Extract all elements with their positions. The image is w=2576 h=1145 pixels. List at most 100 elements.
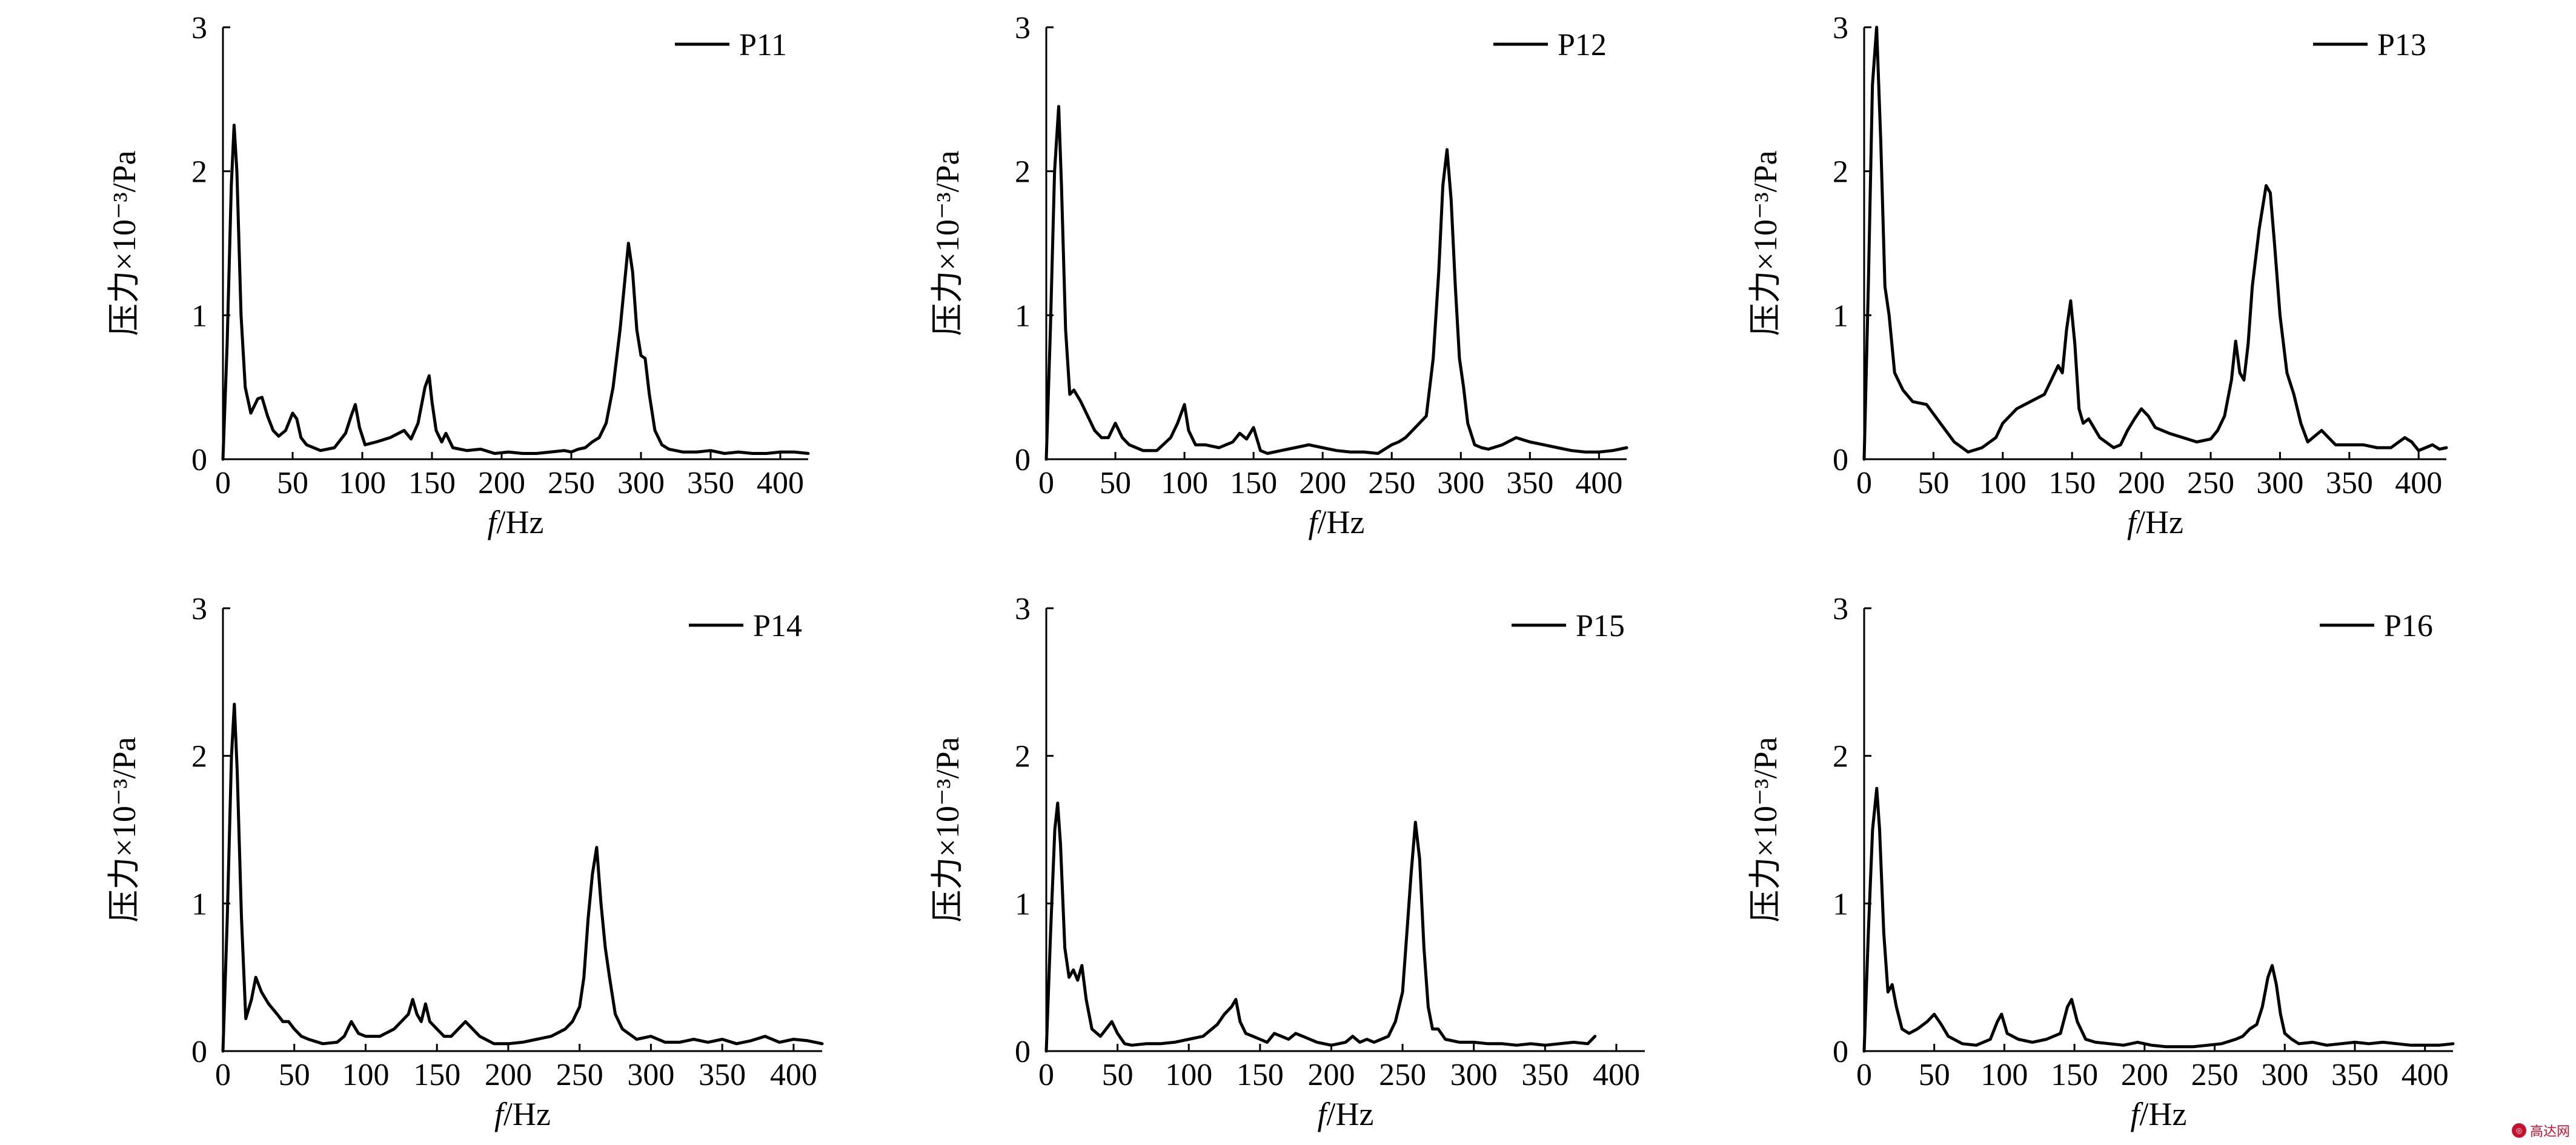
x-tick-label: 50 [279,1058,310,1092]
chart-panel-p15: 0 1 2 3 0 50 100 150 200 250 300 350 400 f/Hz 压力×10⁻³/… [929,592,1645,1132]
y-tick-label: 0 [1833,1035,1848,1069]
x-tick-label: 250 [2187,466,2234,500]
chart-panel-p16: 0 1 2 3 0 50 100 150 200 250 300 350 400 f/Hz 压力×10⁻³/… [1747,592,2455,1132]
x-tick-label: 50 [1100,466,1131,500]
y-tick-label: 0 [1015,443,1031,477]
x-tick-label: 250 [556,1058,603,1092]
x-tick-label: 300 [1437,466,1484,500]
x-tick-label: 400 [770,1058,817,1092]
x-tick-label: 300 [2256,466,2303,500]
x-tick-label: 400 [1593,1058,1640,1092]
watermark: ◎ 高达网 [2511,1121,2570,1140]
x-tick-label: 350 [687,466,734,500]
x-tick-label: 0 [1038,466,1054,500]
y-tick-label: 3 [191,11,207,45]
x-tick-label: 400 [1575,466,1622,500]
x-tick-label: 100 [339,466,386,500]
x-tick-label: 0 [215,466,231,500]
y-tick-label: 0 [1833,443,1848,477]
x-tick-label: 350 [1521,1058,1569,1092]
chart-panel-p13: 0 1 2 3 0 50 100 150 200 250 300 350 400 f/Hz 压力×10⁻³/… [1747,11,2448,540]
y-tick-label: 0 [191,443,207,477]
x-tick-label: 400 [2402,1058,2449,1092]
y-tick-label: 0 [1015,1035,1031,1069]
x-tick-label: 350 [2326,466,2373,500]
y-axis-title: 压力×10⁻³/Pa [106,150,142,336]
y-tick-label: 3 [1015,592,1031,626]
y-axis-title: 压力×10⁻³/Pa [1747,737,1784,922]
x-tick-label: 200 [1299,466,1346,500]
x-tick-label: 300 [1450,1058,1498,1092]
legend-label: P11 [739,28,787,62]
x-tick-label: 50 [1917,466,1949,500]
legend-label: P14 [753,609,802,643]
x-tick-label: 250 [1379,1058,1426,1092]
x-tick-label: 100 [1979,466,2027,500]
x-axis-title: f/Hz [2131,1096,2187,1132]
y-tick-label: 2 [1015,740,1031,774]
x-tick-label: 150 [1230,466,1277,500]
x-axis-title: f/Hz [494,1096,551,1132]
x-tick-label: 100 [1980,1058,2028,1092]
x-tick-label: 150 [408,466,456,500]
legend-label: P12 [1558,28,1607,62]
x-tick-label: 150 [413,1058,460,1092]
x-axis-title: f/Hz [488,504,544,540]
x-tick-label: 100 [1165,1058,1212,1092]
watermark-text: 高达网 [2529,1124,2570,1140]
y-tick-label: 2 [1833,740,1848,774]
y-tick-label: 1 [191,299,207,333]
x-tick-label: 100 [342,1058,389,1092]
x-tick-label: 350 [1506,466,1553,500]
x-tick-label: 200 [478,466,525,500]
x-tick-label: 300 [2261,1058,2308,1092]
y-tick-label: 2 [1833,155,1848,190]
y-tick-label: 1 [191,887,207,921]
x-tick-label: 400 [2395,466,2442,500]
y-tick-label: 1 [1015,299,1031,333]
x-tick-label: 150 [1237,1058,1284,1092]
legend-label: P15 [1576,609,1625,643]
y-tick-label: 3 [1833,592,1848,626]
x-tick-label: 200 [2118,466,2165,500]
x-axis-title: f/Hz [1309,504,1365,540]
logo-badge-icon: ◎ [2511,1123,2526,1138]
x-tick-label: 350 [2331,1058,2378,1092]
series-line [1862,786,2455,1053]
x-tick-label: 250 [1368,466,1415,500]
x-axis-title: f/Hz [1318,1096,1374,1132]
y-tick-label: 0 [191,1035,207,1069]
x-tick-label: 50 [277,466,308,500]
x-tick-label: 300 [617,466,665,500]
y-tick-label: 2 [191,740,207,774]
x-tick-label: 200 [1307,1058,1355,1092]
x-tick-label: 0 [1038,1058,1054,1092]
y-tick-label: 1 [1833,299,1848,333]
x-tick-label: 50 [1102,1058,1134,1092]
series-line [221,124,810,461]
legend-label: P16 [2384,609,2433,643]
chart-panel-p12: 0 1 2 3 0 50 100 150 200 250 300 350 400 f/Hz 压力×10⁻³/… [929,11,1628,540]
y-tick-label: 2 [191,155,207,190]
x-tick-label: 400 [757,466,804,500]
legend-label: P13 [2377,28,2426,62]
y-axis-title: 压力×10⁻³/Pa [106,737,142,922]
y-axis-title: 压力×10⁻³/Pa [1747,150,1784,336]
x-tick-label: 200 [485,1058,532,1092]
x-tick-label: 150 [2048,466,2096,500]
x-tick-label: 0 [1856,1058,1872,1092]
x-tick-label: 50 [1919,1058,1950,1092]
chart-panel-p11: 0 1 2 3 0 50 100 150 200 250 300 350 400 f/Hz 压力×10⁻³/… [106,11,810,540]
x-tick-label: 0 [1856,466,1872,500]
x-tick-label: 0 [215,1058,231,1092]
y-tick-label: 3 [1833,11,1848,45]
x-tick-label: 350 [699,1058,746,1092]
y-tick-label: 3 [191,592,207,626]
x-tick-label: 200 [2121,1058,2168,1092]
series-line [1044,802,1597,1053]
x-tick-label: 250 [548,466,595,500]
y-tick-label: 2 [1015,155,1031,190]
y-tick-label: 1 [1015,887,1031,921]
x-tick-label: 100 [1161,466,1208,500]
